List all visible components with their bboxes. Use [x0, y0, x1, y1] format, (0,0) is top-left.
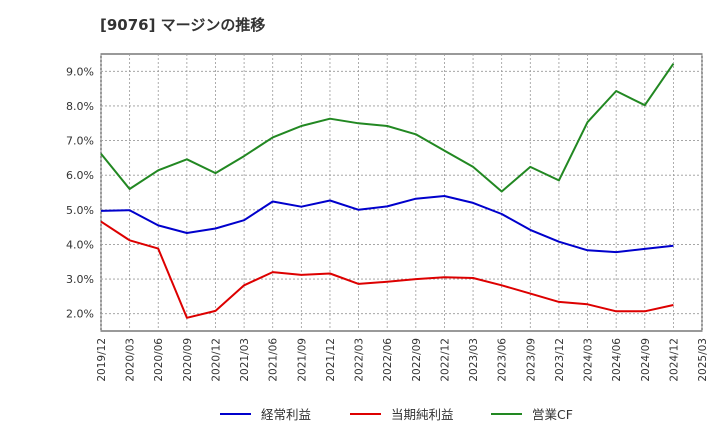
x-tick-label: 2024/06	[611, 338, 623, 382]
legend-label: 経常利益	[261, 407, 311, 422]
legend: 経常利益 当期純利益 営業CF	[220, 407, 573, 422]
x-tick-label: 2022/03	[354, 338, 366, 382]
x-tick-label: 2021/09	[296, 338, 308, 382]
y-tick-label: 3.0%	[66, 273, 94, 286]
y-tick-label: 2.0%	[66, 308, 94, 321]
x-tick-label: 2020/12	[210, 338, 222, 382]
x-tick-label: 2025/03	[697, 338, 709, 382]
y-tick-label: 7.0%	[66, 135, 94, 148]
x-tick-label: 2021/03	[239, 338, 251, 382]
plot-area	[100, 53, 703, 332]
y-tick-label: 5.0%	[66, 204, 94, 217]
y-tick-label: 8.0%	[66, 100, 94, 113]
legend-label: 営業CF	[532, 407, 573, 422]
x-tick-label: 2020/09	[182, 338, 194, 382]
y-tick-label: 9.0%	[66, 65, 94, 78]
x-tick-label: 2024/09	[640, 338, 652, 382]
x-tick-label: 2021/12	[325, 338, 337, 382]
x-tick-label: 2021/06	[268, 338, 280, 382]
y-tick-label: 6.0%	[66, 169, 94, 182]
x-tick-label: 2024/12	[668, 338, 680, 382]
x-tick-label: 2023/06	[497, 338, 509, 382]
x-tick-label: 2023/03	[468, 338, 480, 382]
legend-label: 当期純利益	[391, 407, 454, 422]
x-tick-label: 2023/09	[525, 338, 537, 382]
chart-title: [9076] マージンの推移	[100, 16, 266, 34]
series-line	[100, 220, 674, 319]
x-tick-label: 2020/03	[125, 338, 137, 382]
x-tick-label: 2022/09	[411, 338, 423, 382]
series-line	[100, 63, 675, 193]
series-lines	[100, 63, 675, 319]
x-tick-label: 2022/06	[382, 338, 394, 382]
series-line	[100, 195, 674, 254]
x-tick-label: 2020/06	[153, 338, 165, 382]
x-tick-label: 2024/03	[583, 338, 595, 382]
y-tick-label: 4.0%	[66, 238, 94, 251]
x-axis-ticks: 2019/12 2020/03 2020/06 2020/09 2020/12 2021/…	[96, 338, 709, 382]
x-tick-label: 2019/12	[96, 338, 108, 382]
x-tick-label: 2023/12	[554, 338, 566, 382]
y-axis-ticks: 2.0% 3.0% 4.0% 5.0% 6.0% 7.0% 8.0% 9.0%	[66, 65, 94, 320]
x-tick-label: 2022/12	[439, 338, 451, 382]
